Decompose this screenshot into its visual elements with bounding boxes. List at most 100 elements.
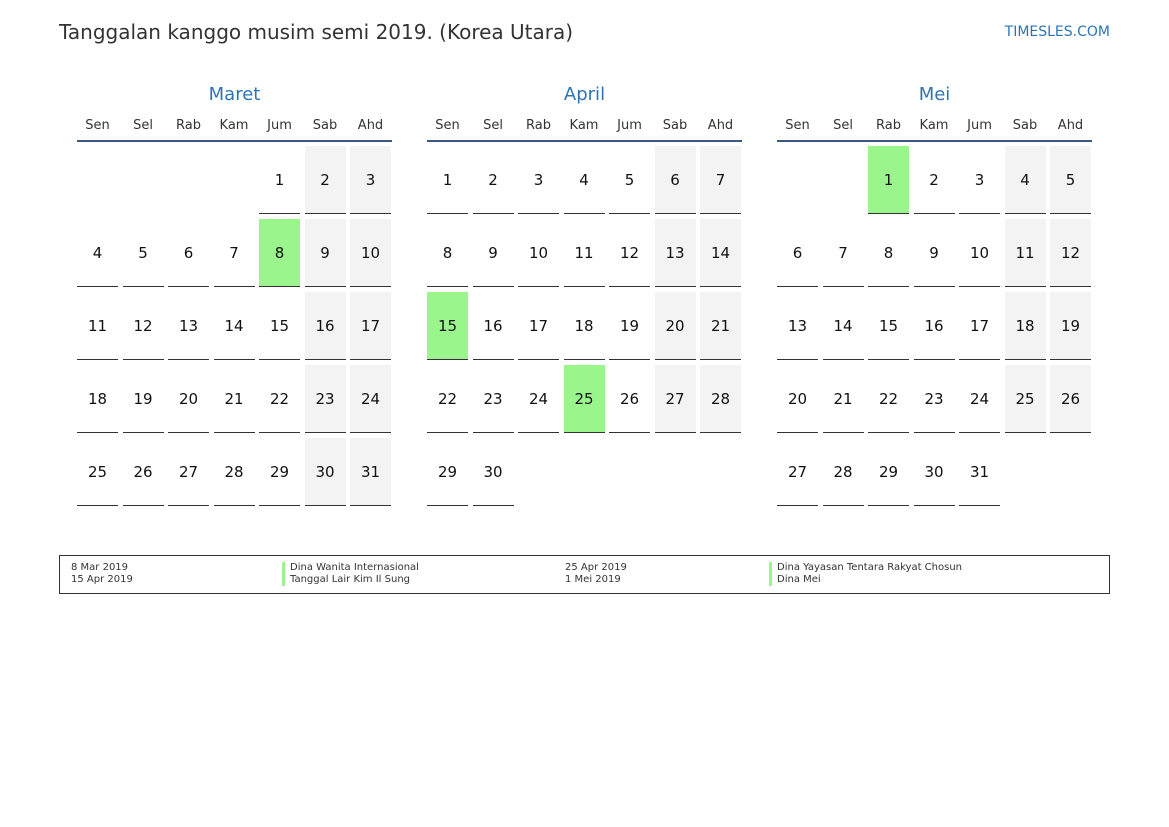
day-cell[interactable]: 30: [913, 438, 955, 506]
day-cell[interactable]: 27: [168, 438, 209, 506]
day-cell[interactable]: 23: [472, 365, 514, 433]
day-cell[interactable]: 18: [1004, 292, 1046, 360]
day-cell[interactable]: 3: [350, 146, 391, 214]
day-cell[interactable]: 20: [777, 365, 818, 433]
day-cell[interactable]: 9: [913, 219, 955, 287]
day-cell-holiday[interactable]: 8: [259, 219, 300, 287]
day-cell[interactable]: 26: [609, 365, 650, 433]
day-cell[interactable]: 9: [472, 219, 514, 287]
day-cell[interactable]: 6: [168, 219, 209, 287]
day-cell-holiday[interactable]: 1: [868, 146, 909, 214]
day-cell[interactable]: 31: [350, 438, 391, 506]
day-cell[interactable]: 20: [168, 365, 209, 433]
day-cell[interactable]: 21: [822, 365, 864, 433]
day-cell[interactable]: 11: [1004, 219, 1046, 287]
day-cell[interactable]: 17: [518, 292, 559, 360]
day-cell[interactable]: 6: [777, 219, 818, 287]
day-cell[interactable]: 11: [563, 219, 605, 287]
day-cell[interactable]: 22: [427, 365, 468, 433]
day-cell[interactable]: 4: [1004, 146, 1046, 214]
day-cell[interactable]: 4: [77, 219, 118, 287]
day-cell[interactable]: 10: [350, 219, 391, 287]
day-cell[interactable]: 7: [822, 219, 864, 287]
day-cell[interactable]: 19: [609, 292, 650, 360]
day-cell[interactable]: 22: [868, 365, 909, 433]
day-cell[interactable]: 13: [654, 219, 696, 287]
day-cell[interactable]: 22: [259, 365, 300, 433]
day-cell[interactable]: 10: [959, 219, 1000, 287]
day-cell[interactable]: 12: [1050, 219, 1091, 287]
day-cell[interactable]: 19: [1050, 292, 1091, 360]
day-cell[interactable]: 13: [168, 292, 209, 360]
day-cell[interactable]: 11: [77, 292, 118, 360]
site-link[interactable]: TIMESLES.COM: [1004, 24, 1110, 40]
day-cell[interactable]: 2: [304, 146, 346, 214]
day-cell[interactable]: 13: [777, 292, 818, 360]
day-cell[interactable]: 10: [518, 219, 559, 287]
empty-cell: [214, 146, 255, 214]
month-may: Mei Sen Sel Rab Kam Jum Sab Ahd 1 2 3 4 5 6 7 8 9 10 11 1…: [777, 82, 1092, 506]
day-cell[interactable]: 16: [304, 292, 346, 360]
day-cell[interactable]: 24: [959, 365, 1000, 433]
day-cell[interactable]: 14: [700, 219, 741, 287]
day-cell[interactable]: 14: [822, 292, 864, 360]
day-cell[interactable]: 14: [213, 292, 255, 360]
day-cell[interactable]: 27: [777, 438, 818, 506]
day-cell[interactable]: 8: [868, 219, 909, 287]
day-cell[interactable]: 28: [700, 365, 741, 433]
day-cell[interactable]: 24: [350, 365, 391, 433]
day-cell[interactable]: 20: [654, 292, 696, 360]
day-cell[interactable]: 16: [472, 292, 514, 360]
day-cell[interactable]: 17: [350, 292, 391, 360]
day-cell[interactable]: 7: [213, 219, 255, 287]
day-cell[interactable]: 16: [913, 292, 955, 360]
day-cell-holiday[interactable]: 15: [427, 292, 468, 360]
day-cell[interactable]: 2: [913, 146, 955, 214]
day-cell[interactable]: 7: [700, 146, 741, 214]
day-cell[interactable]: 4: [563, 146, 605, 214]
day-cell[interactable]: 29: [427, 438, 468, 506]
day-cell[interactable]: 31: [959, 438, 1000, 506]
day-cell-holiday[interactable]: 25: [563, 365, 605, 433]
day-cell[interactable]: 19: [122, 365, 164, 433]
day-cell[interactable]: 21: [700, 292, 741, 360]
day-cell[interactable]: 15: [868, 292, 909, 360]
day-cell[interactable]: 27: [654, 365, 696, 433]
day-cell[interactable]: 21: [213, 365, 255, 433]
day-cell[interactable]: 23: [304, 365, 346, 433]
day-cell[interactable]: 30: [304, 438, 346, 506]
legend-names-col-2: Dina Yayasan Tentara Rakyat Chosun Dina …: [769, 562, 962, 586]
day-cell[interactable]: 5: [609, 146, 650, 214]
day-cell[interactable]: 9: [304, 219, 346, 287]
day-cell[interactable]: 29: [868, 438, 909, 506]
day-cell[interactable]: 8: [427, 219, 468, 287]
day-cell[interactable]: 25: [1004, 365, 1046, 433]
day-cell[interactable]: 1: [259, 146, 300, 214]
day-cell[interactable]: 23: [913, 365, 955, 433]
day-cell[interactable]: 24: [518, 365, 559, 433]
day-cell[interactable]: 18: [77, 365, 118, 433]
day-cell[interactable]: 26: [122, 438, 164, 506]
day-cell[interactable]: 1: [427, 146, 468, 214]
day-cell[interactable]: 30: [472, 438, 514, 506]
day-cell[interactable]: 18: [563, 292, 605, 360]
day-cell[interactable]: 2: [472, 146, 514, 214]
weekday-header: Sen Sel Rab Kam Jum Sab Ahd: [77, 110, 392, 142]
day-cell[interactable]: 28: [822, 438, 864, 506]
day-cell[interactable]: 28: [213, 438, 255, 506]
day-cell[interactable]: 26: [1050, 365, 1091, 433]
weekday-label: Rab: [876, 117, 901, 133]
day-cell[interactable]: 15: [259, 292, 300, 360]
day-cell[interactable]: 5: [1050, 146, 1091, 214]
day-cell[interactable]: 5: [122, 219, 164, 287]
day-cell[interactable]: 3: [959, 146, 1000, 214]
day-grid: 1 2 3 4 5 6 7 8 9 10 11 12 13 14 15 16 17 18 19 20 21 22 23 24 2…: [427, 146, 742, 506]
day-cell[interactable]: 6: [654, 146, 696, 214]
day-cell[interactable]: 25: [77, 438, 118, 506]
day-cell[interactable]: 3: [518, 146, 559, 214]
day-cell[interactable]: 17: [959, 292, 1000, 360]
weekday-label: Rab: [526, 117, 551, 133]
day-cell[interactable]: 29: [259, 438, 300, 506]
day-cell[interactable]: 12: [609, 219, 650, 287]
day-cell[interactable]: 12: [122, 292, 164, 360]
